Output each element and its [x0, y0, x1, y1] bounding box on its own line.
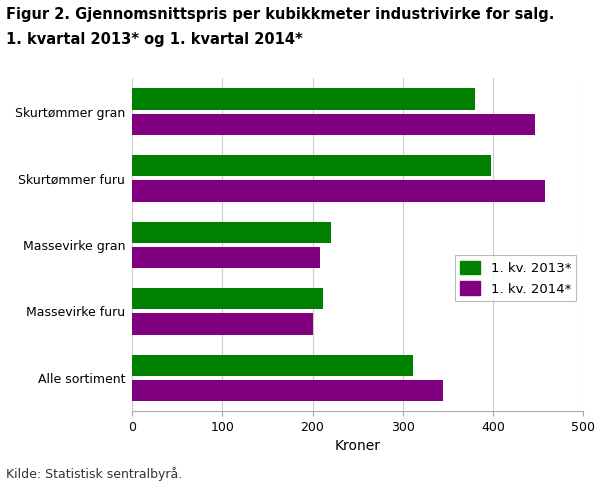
Bar	[132, 380, 443, 401]
Bar	[132, 155, 491, 176]
Bar	[132, 222, 331, 243]
X-axis label: Kroner: Kroner	[335, 440, 381, 453]
Text: Kilde: Statistisk sentralbyrå.: Kilde: Statistisk sentralbyrå.	[6, 467, 182, 481]
Bar	[132, 355, 414, 376]
Bar	[132, 247, 320, 268]
Text: 1. kvartal 2013* og 1. kvartal 2014*: 1. kvartal 2013* og 1. kvartal 2014*	[6, 32, 303, 47]
Legend: 1. kv. 2013*, 1. kv. 2014*: 1. kv. 2013*, 1. kv. 2014*	[455, 255, 576, 301]
Bar	[132, 114, 535, 135]
Text: Figur 2. Gjennomsnittspris per kubikkmeter industrivirke for salg.: Figur 2. Gjennomsnittspris per kubikkmet…	[6, 7, 554, 22]
Bar	[132, 288, 323, 309]
Bar	[132, 88, 475, 110]
Bar	[132, 313, 312, 335]
Bar	[132, 180, 545, 202]
